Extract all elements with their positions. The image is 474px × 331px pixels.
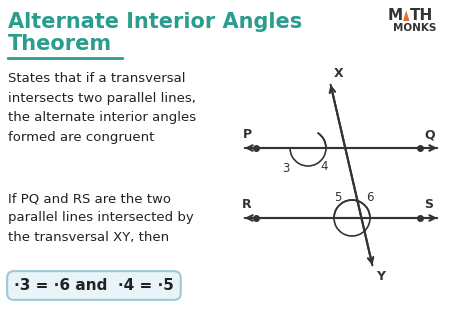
Text: R: R [242,198,252,211]
Text: States that if a transversal
intersects two parallel lines,
the alternate interi: States that if a transversal intersects … [8,72,196,144]
Text: P: P [243,128,252,141]
Text: ∙3 = ∙6 and  ∙4 = ∙5: ∙3 = ∙6 and ∙4 = ∙5 [14,278,174,293]
Text: 6: 6 [366,191,374,204]
Text: 5: 5 [335,191,342,204]
Text: 4: 4 [320,160,328,173]
Polygon shape [403,11,410,21]
Text: MONKS: MONKS [393,23,437,33]
Text: Theorem: Theorem [8,34,112,54]
Text: TH: TH [410,8,433,23]
Text: Y: Y [376,270,385,283]
Text: Alternate Interior Angles: Alternate Interior Angles [8,12,302,32]
Text: S: S [424,198,433,211]
Text: X: X [334,67,344,80]
Text: 3: 3 [283,162,290,175]
Text: Q: Q [424,128,435,141]
Text: M: M [388,8,403,23]
Text: If PQ and RS are the two
parallel lines intersected by
the transversal XY, then: If PQ and RS are the two parallel lines … [8,192,194,244]
